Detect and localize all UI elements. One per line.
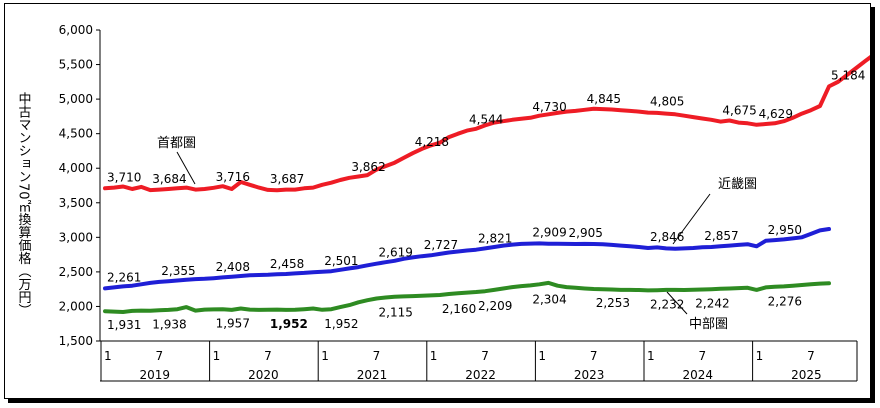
data-label: 1,957 [216,316,250,330]
y-tick-label: 1,500 [59,334,93,348]
data-label: 4,805 [650,95,684,109]
data-label: 3,710 [107,170,141,184]
x-year-label: 2021 [357,368,388,382]
x-month-tick-label: 1 [104,349,112,363]
data-label: 2,261 [107,270,141,284]
y-tick-label: 2,500 [59,265,93,279]
data-label: 2,160 [442,302,476,316]
callout-leader-line [176,151,196,185]
y-tick-label: 5,000 [59,92,93,106]
series-callout-label: 首都圏 [157,136,196,151]
data-label: 2,619 [379,246,413,260]
data-label: 2,242 [695,297,729,311]
data-label: 1,952 [270,317,308,331]
callout-leader-line [672,193,711,245]
x-month-tick-label: 7 [698,349,706,363]
chart-frame: 中古マンション70㎡換算価格（万円） 1,500 2,000 2,500 3,000 3… [4,3,871,399]
data-label: 2,232 [650,297,684,311]
data-label: 1,952 [324,317,358,331]
y-tick-label: 3,000 [59,230,93,244]
y-tick-label: 3,500 [59,196,93,210]
data-label: 2,909 [532,226,566,240]
data-label: 2,304 [532,292,566,306]
data-label: 2,276 [768,294,802,308]
data-label: 2,821 [478,232,512,246]
line-chart: 1,500 2,000 2,500 3,000 3,500 4,000 4,500 5,000… [59,23,870,382]
x-month-tick-label: 7 [373,349,381,363]
data-label: 2,115 [379,305,413,319]
data-label: 4,845 [587,92,621,106]
x-year-label: 2024 [683,368,714,382]
y-tick-label: 5,500 [59,58,93,72]
y-tick-label: 4,500 [59,127,93,141]
x-month-tick-label: 7 [807,349,815,363]
data-label: 4,629 [759,107,793,121]
series-line-2 [103,227,831,291]
y-axis-title: 中古マンション70㎡換算価格（万円） [15,91,31,317]
series-line-3 [103,280,831,314]
data-label: 3,862 [351,160,385,174]
callout-leader-line [666,291,688,315]
y-tick-label: 4,000 [59,161,93,175]
x-month-tick-label: 1 [430,349,438,363]
x-month-tick-label: 7 [264,349,272,363]
data-label: 2,727 [424,238,458,252]
data-label: 2,355 [161,264,195,278]
x-month-tick-label: 1 [321,349,329,363]
x-year-label: 2019 [140,368,171,382]
x-year-label: 2022 [465,368,496,382]
x-year-label: 2025 [791,368,822,382]
data-label: 4,675 [722,104,756,118]
data-label: 3,687 [270,172,304,186]
data-label: 1,938 [152,318,186,332]
y-tick-label: 6,000 [59,23,93,37]
y-axis-title-wrap: 中古マンション70㎡換算価格（万円） [3,44,43,364]
y-tick-label: 2,000 [59,299,93,313]
series-line-1 [103,54,870,193]
x-month-tick-label: 1 [538,349,546,363]
data-label: 2,950 [768,223,802,237]
data-label: 2,209 [478,299,512,313]
data-label: 2,458 [270,257,304,271]
x-month-tick-label: 7 [155,349,163,363]
data-label: 3,684 [152,172,186,186]
data-label: 4,218 [415,135,449,149]
data-label: 2,857 [704,229,738,243]
data-label: 3,716 [216,170,250,184]
data-label: 2,905 [569,226,603,240]
data-label: 2,846 [650,230,684,244]
data-label: 5,184 [831,68,865,82]
x-month-tick-label: 7 [590,349,598,363]
x-year-label: 2023 [574,368,605,382]
series-callout-label: 近畿圏 [718,177,757,192]
x-month-tick-label: 1 [756,349,764,363]
series-callout-label: 中部圏 [689,317,728,332]
data-label: 2,501 [324,254,358,268]
data-label: 2,408 [216,260,250,274]
x-month-tick-label: 1 [213,349,221,363]
data-label: 1,931 [107,318,141,332]
x-year-label: 2020 [248,368,279,382]
data-label: 4,544 [469,113,503,127]
data-label: 2,253 [596,296,630,310]
x-month-tick-label: 1 [647,349,655,363]
x-month-tick-label: 7 [481,349,489,363]
data-label: 4,730 [532,100,566,114]
